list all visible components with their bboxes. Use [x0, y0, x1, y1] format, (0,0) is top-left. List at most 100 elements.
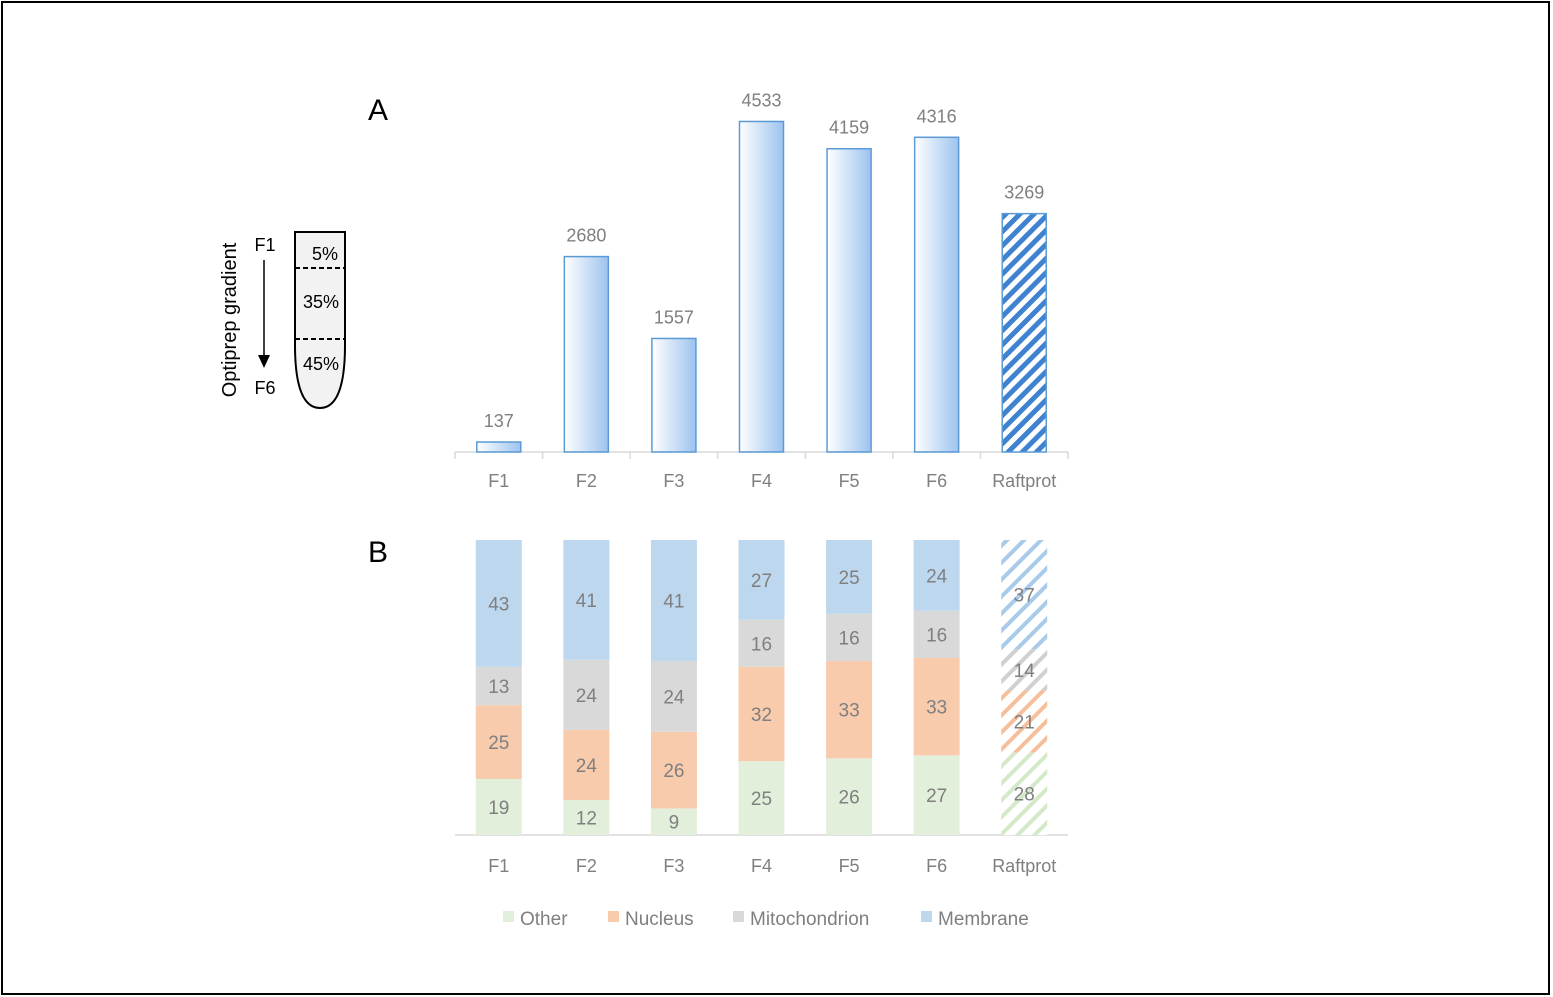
- stack-segment: [563, 799, 610, 835]
- stack-segment: [563, 540, 610, 660]
- x-tick-label: F6: [926, 856, 947, 876]
- stack-segment: [650, 660, 697, 732]
- stack-segment: [738, 761, 785, 835]
- stack-segment: [475, 705, 522, 779]
- legend-label: Mitochondrion: [750, 909, 869, 930]
- stack-segment: [913, 610, 960, 658]
- data-label: 25: [751, 789, 772, 810]
- x-tick-label: F3: [663, 471, 684, 491]
- bar: [738, 120, 785, 453]
- stack-segment: [650, 540, 697, 661]
- stack-segment: [475, 666, 522, 706]
- stack-segment: [738, 540, 785, 620]
- legend-swatch: [733, 911, 744, 922]
- data-label: 12: [576, 808, 597, 829]
- panel-label-b: B: [368, 536, 388, 569]
- legend-swatch: [503, 911, 514, 922]
- legend-label: Other: [520, 909, 568, 930]
- stack-segment: [826, 613, 873, 661]
- gradient-diagram: Optiprep gradient F1 F6 5% 35% 45%: [219, 231, 346, 410]
- chart-a: 137 F1 2680 F2 1557 F3 4533 F4 4159 F5 4316 F6 3269 R…: [454, 90, 1069, 491]
- stack-segment: [826, 758, 873, 835]
- data-label: 27: [926, 786, 947, 807]
- bar: [826, 147, 872, 453]
- x-tick-label: F5: [839, 471, 860, 491]
- data-label: 13: [488, 677, 509, 698]
- stack-segment: [1001, 649, 1048, 691]
- x-tick-label: F3: [663, 856, 684, 876]
- data-label: 4159: [829, 118, 869, 138]
- data-label: 32: [751, 705, 772, 726]
- data-label: 25: [839, 568, 860, 589]
- data-label: 2680: [566, 226, 606, 246]
- bar: [913, 136, 960, 453]
- x-tick-label: F5: [839, 856, 860, 876]
- stack-segment: [1001, 690, 1048, 753]
- data-label: 24: [663, 687, 685, 708]
- data-label: 14: [1014, 661, 1036, 682]
- stack-segment: [826, 660, 873, 759]
- stack-segment: [738, 619, 785, 667]
- gradient-layer-label: 35%: [303, 292, 339, 312]
- data-label: 26: [839, 788, 860, 809]
- stack-segment: [650, 808, 697, 835]
- legend-swatch: [921, 911, 932, 922]
- data-label: 24: [576, 756, 598, 777]
- chart-b-legend: Other Nucleus Mitochondrion Membrane: [503, 909, 1029, 930]
- x-tick-label: F1: [488, 471, 509, 491]
- gradient-layer-label: 45%: [303, 354, 339, 374]
- data-label: 16: [839, 628, 860, 649]
- data-label: 26: [663, 761, 684, 782]
- data-label: 33: [926, 698, 947, 719]
- gradient-axis-label: Optiprep gradient: [219, 242, 241, 397]
- data-label: 3269: [1004, 183, 1044, 203]
- stack-segment: [475, 778, 522, 835]
- legend-swatch: [608, 911, 619, 922]
- data-label: 37: [1014, 586, 1035, 607]
- data-label: 137: [484, 411, 514, 431]
- bar: [563, 255, 610, 453]
- data-label: 41: [576, 591, 597, 612]
- gradient-tube: [294, 231, 346, 410]
- data-label: 9: [669, 813, 680, 834]
- x-tick-label: F4: [751, 856, 772, 876]
- x-tick-label: F2: [576, 856, 597, 876]
- data-label: 24: [926, 566, 948, 587]
- data-label: 33: [839, 701, 860, 722]
- x-tick-label: Raftprot: [992, 856, 1056, 876]
- data-label: 43: [488, 594, 509, 615]
- stack-segment: [738, 666, 785, 762]
- data-label: 16: [751, 634, 772, 655]
- data-label: 16: [926, 625, 947, 646]
- gradient-arrow-head: [258, 355, 270, 368]
- data-label: 25: [488, 733, 509, 754]
- bar: [651, 337, 697, 453]
- stack-segment: [563, 659, 610, 730]
- x-tick-label: F6: [926, 471, 947, 491]
- panel-label-a: A: [368, 94, 388, 127]
- gradient-layer-label: 5%: [312, 244, 338, 264]
- legend-label: Membrane: [938, 909, 1029, 930]
- stack-segment: [650, 731, 697, 809]
- chart-b: 19 25 13 43 F1 12 24 24 41 F2 9 26 24 41 F3 25 32 16 27 F4 2…: [455, 540, 1068, 876]
- stack-segment: [913, 658, 960, 756]
- stack-segment: [1001, 540, 1048, 650]
- data-label: 19: [488, 798, 509, 819]
- data-label: 24: [576, 686, 598, 707]
- gradient-bottom-label: F6: [254, 378, 275, 398]
- legend-label: Nucleus: [625, 909, 694, 930]
- stack-segment: [1001, 752, 1048, 835]
- x-tick-label: Raftprot: [992, 471, 1056, 491]
- bar: [1001, 212, 1047, 453]
- bar: [476, 441, 522, 453]
- gradient-top-label: F1: [254, 235, 275, 255]
- data-label: 1557: [654, 307, 694, 327]
- x-tick-label: F2: [576, 471, 597, 491]
- stack-segment: [563, 729, 610, 800]
- data-label: 27: [751, 571, 772, 592]
- stack-segment: [826, 540, 873, 614]
- stack-segment: [475, 540, 522, 667]
- x-tick-label: F1: [488, 856, 509, 876]
- stack-segment: [913, 755, 960, 835]
